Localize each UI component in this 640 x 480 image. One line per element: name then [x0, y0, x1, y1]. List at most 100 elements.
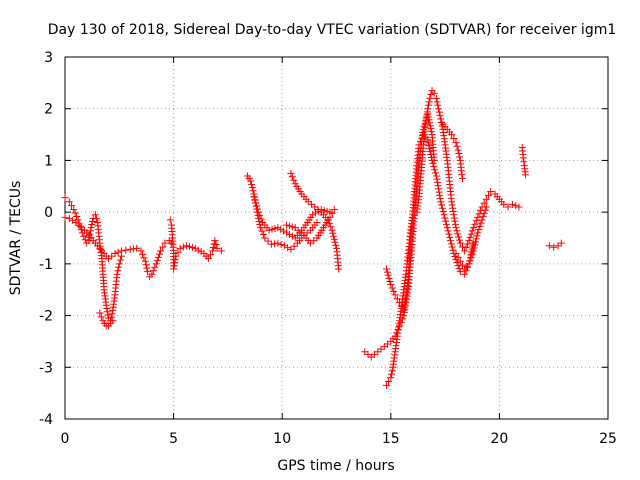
data-point-interp [453, 259, 461, 267]
data-point-interp [92, 215, 100, 223]
data-point-interp [388, 367, 396, 375]
data-point-interp [290, 242, 298, 250]
data-point-interp [388, 370, 396, 378]
data-point-interp [151, 263, 159, 271]
data-point-interp [288, 232, 296, 240]
data-point-interp [455, 233, 463, 241]
data-point [91, 211, 99, 219]
data-point [85, 237, 93, 245]
data-point-interp [427, 151, 435, 159]
data-point [287, 245, 295, 253]
data-point-interp [285, 231, 293, 239]
data-point-interp [174, 248, 182, 256]
data-point [61, 194, 69, 202]
data-point-interp [248, 184, 256, 192]
data-point [328, 226, 336, 234]
data-point-interp [476, 222, 484, 230]
data-point [504, 203, 512, 211]
data-point-interp [197, 248, 205, 256]
data-point-interp [470, 244, 478, 252]
data-point [448, 131, 456, 139]
data-point [469, 247, 477, 255]
data-point-interp [471, 241, 479, 249]
data-point [74, 216, 82, 224]
data-point [382, 381, 390, 389]
series-s8 [287, 169, 343, 273]
data-point-interp [75, 219, 83, 227]
data-point-interp [179, 243, 187, 251]
data-point-interp [438, 122, 446, 130]
data-point-interp [87, 227, 95, 235]
data-point [456, 239, 464, 247]
data-point-interp [425, 142, 433, 150]
data-point-interp [186, 243, 194, 251]
data-point-interp [432, 169, 440, 177]
data-point-interp [520, 158, 528, 166]
data-point [443, 224, 451, 232]
data-point-interp [480, 209, 488, 217]
data-point [326, 213, 334, 221]
data-point [126, 245, 134, 253]
data-point [256, 224, 264, 232]
data-point-interp [426, 145, 434, 153]
data-point-interp [86, 230, 94, 238]
y-tick-label: 3 [44, 50, 53, 66]
data-point [461, 247, 469, 255]
series-s9 [283, 206, 338, 247]
data-point-interp [143, 264, 151, 272]
data-point [313, 218, 321, 226]
data-point-interp [142, 261, 150, 269]
data-point-interp [329, 229, 337, 237]
data-point-interp [268, 225, 276, 233]
data-point-interp [473, 232, 481, 240]
data-point [176, 244, 184, 252]
data-point [435, 105, 443, 113]
data-point-interp [434, 182, 442, 190]
data-point-interp [88, 221, 96, 229]
data-point [104, 322, 112, 330]
data-point-interp [171, 255, 179, 263]
y-tick-label: -3 [39, 360, 53, 376]
x-tick-label: 15 [382, 431, 400, 447]
data-point [113, 270, 121, 278]
data-point [141, 257, 149, 265]
data-point [557, 239, 565, 247]
data-point [87, 224, 95, 232]
data-point [458, 175, 466, 183]
data-point-interp [447, 240, 455, 248]
data-point-interp [512, 202, 520, 210]
data-point-interp [467, 230, 475, 238]
data-point-interp [436, 191, 444, 199]
data-point [409, 213, 417, 221]
data-point-interp [153, 257, 161, 265]
data-point-interp [433, 98, 441, 106]
series-s11 [382, 131, 477, 314]
data-point-interp [271, 225, 279, 233]
data-point-interp [427, 153, 435, 161]
data-point-interp [73, 212, 81, 220]
data-point [521, 171, 529, 179]
data-point [448, 198, 456, 206]
series-s12 [382, 213, 417, 389]
data-point-interp [385, 274, 393, 282]
data-point-interp [485, 191, 493, 199]
series-s1 [61, 213, 112, 263]
data-point-interp [171, 259, 179, 267]
data-point [387, 374, 395, 382]
data-point-interp [435, 188, 443, 196]
data-point [170, 265, 178, 273]
data-point-interp [330, 235, 338, 243]
data-point-interp [442, 220, 450, 228]
data-point [432, 172, 440, 180]
data-point-interp [437, 119, 445, 127]
data-point [191, 244, 199, 252]
data-point-interp [438, 201, 446, 209]
data-point-interp [97, 313, 105, 321]
data-point-interp [103, 304, 111, 312]
y-axis-label: SDTVAR / TECUs [8, 181, 24, 296]
data-point [102, 301, 110, 309]
data-point-interp [129, 245, 137, 253]
series-s13 [413, 87, 523, 255]
y-tick-label: -2 [39, 309, 53, 325]
data-point [172, 252, 180, 260]
